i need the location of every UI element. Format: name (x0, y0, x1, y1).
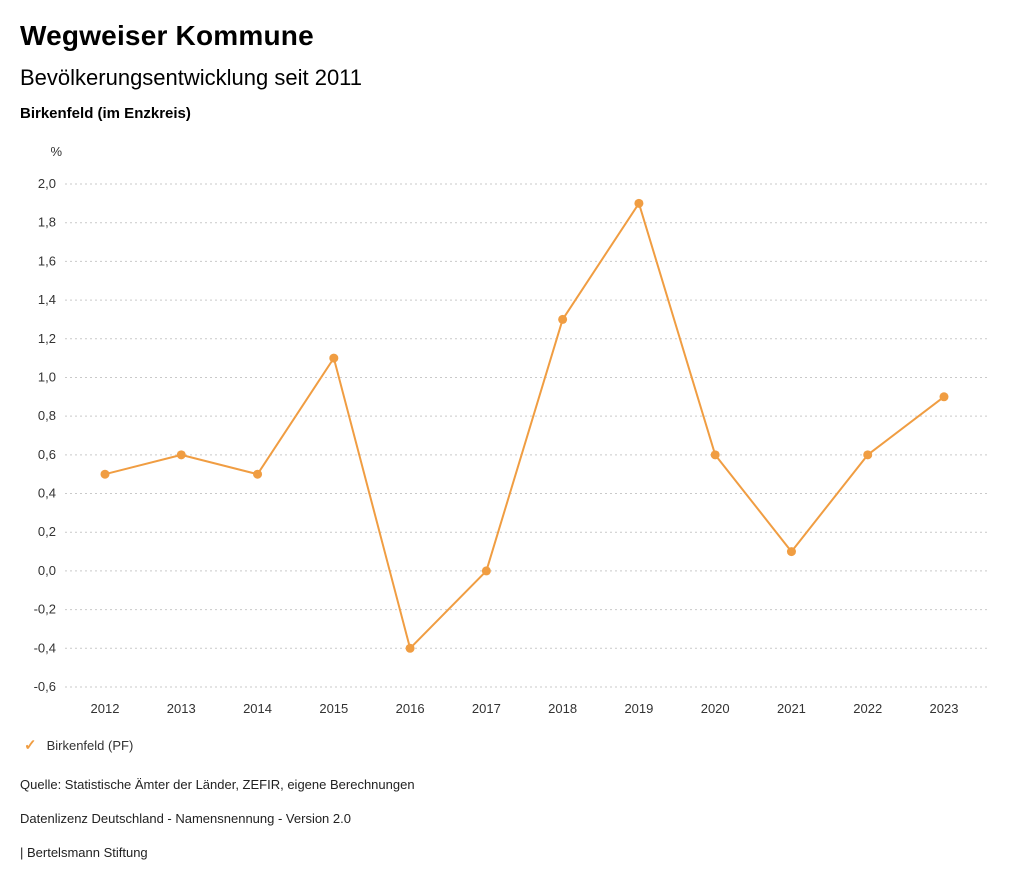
svg-text:0,8: 0,8 (38, 408, 56, 423)
footer: Quelle: Statistische Ämter der Länder, Z… (0, 753, 1024, 860)
attribution-note: | Bertelsmann Stiftung (20, 845, 148, 860)
license-note: Datenlizenz Deutschland - Namensnennung … (20, 811, 351, 826)
svg-text:1,6: 1,6 (38, 253, 56, 268)
svg-text:1,4: 1,4 (38, 292, 56, 307)
svg-text:1,2: 1,2 (38, 331, 56, 346)
svg-text:0,0: 0,0 (38, 563, 56, 578)
svg-text:1,8: 1,8 (38, 215, 56, 230)
svg-text:2017: 2017 (472, 701, 501, 716)
svg-text:2022: 2022 (853, 701, 882, 716)
region-subtitle: Birkenfeld (im Enzkreis) (20, 105, 191, 122)
svg-text:-0,4: -0,4 (34, 640, 56, 655)
svg-text:2020: 2020 (701, 701, 730, 716)
svg-text:%: % (50, 144, 62, 159)
population-line-chart: % 2,0 1,8 1,6 1,4 1,2 1,0 0,8 0,6 0,4 0,2 0,0 -0,2 -0… (0, 134, 1024, 726)
svg-text:2019: 2019 (624, 701, 653, 716)
svg-text:2014: 2014 (243, 701, 272, 716)
source-note: Quelle: Statistische Ämter der Länder, Z… (20, 777, 415, 792)
svg-text:2012: 2012 (91, 701, 120, 716)
svg-text:2016: 2016 (396, 701, 425, 716)
legend-item-birkenfeld[interactable]: ✓ Birkenfeld (PF) (24, 738, 133, 753)
legend: ✓ Birkenfeld (PF) (0, 738, 1024, 753)
svg-text:2,0: 2,0 (38, 176, 56, 191)
chart-canvas: % 2,0 1,8 1,6 1,4 1,2 1,0 0,8 0,6 0,4 0,2 0,0 -0,2 -0… (34, 144, 990, 716)
svg-text:2013: 2013 (167, 701, 196, 716)
svg-text:2018: 2018 (548, 701, 577, 716)
chart-title: Bevölkerungsentwicklung seit 2011 (20, 65, 363, 90)
header: Wegweiser Kommune Bevölkerungsentwicklun… (0, 0, 1024, 122)
svg-text:2023: 2023 (930, 701, 959, 716)
svg-text:1,0: 1,0 (38, 369, 56, 384)
svg-text:-0,2: -0,2 (34, 602, 56, 617)
check-icon: ✓ (24, 737, 37, 754)
svg-text:0,4: 0,4 (38, 486, 56, 501)
svg-text:-0,6: -0,6 (34, 679, 56, 694)
svg-text:0,6: 0,6 (38, 447, 56, 462)
svg-text:2021: 2021 (777, 701, 806, 716)
legend-item-label: Birkenfeld (PF) (46, 738, 134, 753)
svg-text:2015: 2015 (319, 701, 348, 716)
svg-text:0,2: 0,2 (38, 524, 56, 539)
app-title: Wegweiser Kommune (20, 20, 314, 51)
